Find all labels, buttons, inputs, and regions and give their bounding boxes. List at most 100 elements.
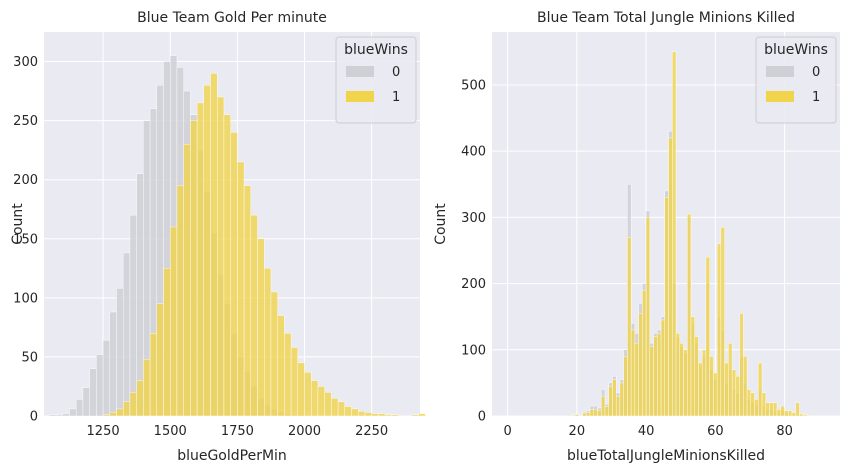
- x-tick-label: 20: [569, 424, 586, 439]
- histogram-bar-series-0: [109, 311, 117, 417]
- x-tick-label: 0: [503, 424, 511, 439]
- histogram-bar-series-1: [627, 237, 632, 417]
- histogram-bar-series-1: [619, 382, 624, 417]
- x-tick-label: 2250: [355, 424, 388, 439]
- legend-swatch-1: [346, 91, 374, 102]
- histogram-bar-series-1: [116, 408, 124, 417]
- histogram-bar-series-1: [698, 362, 703, 417]
- histogram-bar-series-1: [780, 405, 785, 417]
- histogram-bar-series-1: [230, 132, 238, 417]
- histogram-bar-series-1: [217, 96, 225, 417]
- histogram-bar-series-0: [567, 415, 572, 417]
- histogram-bar-series-1: [657, 333, 662, 417]
- histogram-bars: [49, 55, 426, 417]
- x-tick-label: 60: [707, 424, 724, 439]
- histogram-bar-series-0: [96, 354, 104, 417]
- histogram-bar-series-1: [731, 369, 737, 417]
- histogram-bar-series-1: [196, 102, 204, 417]
- histogram-bar-series-1: [660, 319, 665, 417]
- histogram-bar-series-0: [76, 399, 84, 417]
- histogram-bar-series-0: [136, 173, 144, 417]
- histogram-bar-series-1: [170, 226, 178, 417]
- y-tick-label: 300: [13, 55, 38, 70]
- y-tick-label: 100: [13, 291, 38, 306]
- histogram-bar-series-1: [582, 413, 587, 417]
- histogram-bar-series-1: [109, 412, 117, 417]
- histogram-bar-series-1: [597, 410, 602, 417]
- x-tick-label: 80: [776, 424, 793, 439]
- legend-label-0: 0: [812, 65, 820, 80]
- y-tick-label: 500: [461, 78, 486, 93]
- histogram-bar-series-1: [761, 392, 766, 417]
- histogram-bar-series-1: [675, 333, 680, 417]
- histogram-bar-series-1: [351, 408, 359, 417]
- histogram-bar-series-1: [690, 316, 695, 417]
- histogram-bar-series-1: [257, 238, 265, 417]
- tick-labels: 0 20 40 60 80 0 100 200 300 400 500: [461, 78, 793, 439]
- histogram-bar-series-1: [701, 349, 707, 417]
- histogram-bar-series-1: [664, 197, 669, 417]
- legend-title: blueWins: [764, 42, 828, 58]
- y-tick-label: 50: [21, 350, 38, 365]
- histogram-bar-series-1: [776, 409, 781, 417]
- histogram-bar-series-1: [784, 410, 789, 417]
- histogram-bar-series-1: [608, 386, 613, 417]
- legend: blueWins 0 1: [335, 36, 417, 124]
- histogram-bar-series-1: [378, 413, 386, 417]
- histogram-bar-series-0: [129, 214, 137, 417]
- histogram-bar-series-1: [593, 409, 598, 417]
- histogram-bar-series-1: [623, 356, 628, 417]
- y-tick-label: 400: [461, 145, 486, 160]
- histogram-bar-series-1: [331, 398, 339, 417]
- histogram-bar-series-1: [754, 399, 759, 417]
- y-tick-label: 100: [461, 343, 486, 358]
- histogram-bar-series-1: [649, 346, 654, 417]
- histogram-bar-series-1: [758, 362, 763, 417]
- legend-swatch-1: [766, 91, 794, 102]
- histogram-bar-series-1: [371, 413, 379, 417]
- chart-title: Blue Team Gold Per minute: [137, 10, 327, 26]
- histogram-bar-series-0: [116, 288, 124, 417]
- tick-labels: 1250 1500 1750 2000 2250 0 50 100 150 200 250 300: [13, 55, 388, 439]
- x-tick-label: 2000: [288, 424, 321, 439]
- histogram-bar-series-1: [290, 347, 299, 417]
- histogram-bar-series-1: [102, 414, 111, 417]
- histogram-bar-series-1: [270, 291, 278, 417]
- histogram-bar-series-1: [672, 51, 677, 417]
- histogram-bar-series-1: [136, 380, 144, 417]
- histogram-bar-series-1: [176, 185, 184, 417]
- histogram-bar-series-1: [795, 402, 800, 417]
- histogram-bar-series-1: [746, 389, 752, 417]
- histogram-bar-series-1: [358, 411, 366, 417]
- y-tick-label: 0: [478, 410, 486, 425]
- y-axis-label: Count: [10, 203, 26, 245]
- x-tick-label: 1250: [87, 424, 120, 439]
- x-axis-label: blueTotalJungleMinionsKilled: [567, 448, 765, 464]
- histogram-bar-series-0: [55, 414, 63, 417]
- legend-swatch-0: [346, 66, 374, 77]
- histogram-bar-series-1: [716, 243, 722, 417]
- histogram-bar-series-1: [687, 213, 692, 417]
- histogram-bar-series-1: [709, 356, 714, 417]
- histogram-bar-series-1: [163, 268, 171, 417]
- histogram-bar-series-0: [82, 387, 90, 417]
- histogram-bars: [552, 51, 811, 417]
- histogram-bar-series-1: [190, 120, 198, 417]
- histogram-bar-series-1: [250, 214, 258, 417]
- histogram-bar-series-1: [638, 313, 643, 417]
- legend: blueWins 0 1: [755, 36, 837, 124]
- legend-label-1: 1: [812, 90, 820, 105]
- histogram-bar-series-1: [578, 415, 583, 417]
- histogram-bar-series-1: [653, 336, 658, 417]
- histogram-bar-series-1: [735, 376, 740, 417]
- gold-per-minute-panel: 1250 1500 1750 2000 2250 0 50 100 150 200 250 300 B…: [10, 10, 426, 464]
- histogram-bar-series-1: [668, 137, 673, 417]
- histogram-bar-series-1: [634, 342, 639, 417]
- y-tick-label: 0: [30, 410, 38, 425]
- histogram-bar-series-1: [705, 256, 710, 417]
- x-tick-label: 40: [638, 424, 655, 439]
- histogram-bar-series-1: [791, 412, 796, 417]
- histogram-bar-series-1: [364, 412, 372, 417]
- histogram-bar-series-0: [102, 340, 111, 417]
